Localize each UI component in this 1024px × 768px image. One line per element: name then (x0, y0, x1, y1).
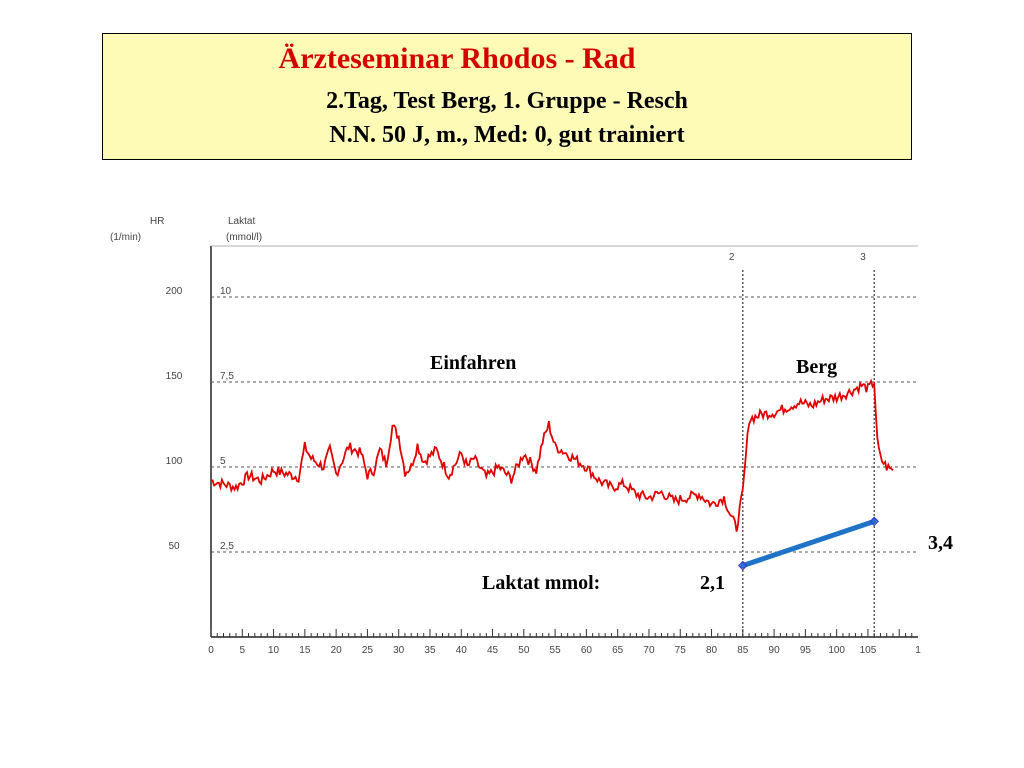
x-tick-label-extra: 1 (915, 645, 921, 656)
x-tick-label: 25 (362, 645, 374, 656)
hr-tick-label: 100 (166, 456, 183, 467)
annotation-einfahren: Einfahren (430, 352, 517, 374)
annotation-berg: Berg (796, 356, 838, 378)
lactate-tick-label: 7,5 (220, 371, 234, 382)
x-tick-label: 95 (800, 645, 812, 656)
x-tick-label: 50 (518, 645, 530, 656)
right-axis-unit: (mmol/l) (226, 232, 262, 243)
x-tick-label: 55 (550, 645, 562, 656)
marker-label-3: 3 (860, 252, 866, 263)
x-tick-label: 15 (299, 645, 311, 656)
x-tick-label: 10 (268, 645, 280, 656)
annotation-laktat-label: Laktat mmol: (482, 572, 601, 594)
page-title: Ärzteseminar Rhodos - Rad (278, 42, 636, 75)
hr-tick-label: 50 (168, 541, 180, 552)
x-tick-label: 40 (456, 645, 468, 656)
annotation-lactate-start: 2,1 (700, 572, 725, 594)
x-tick-label: 0 (208, 645, 214, 656)
hr-series-line (210, 378, 894, 532)
x-tick-label: 30 (393, 645, 405, 656)
x-tick-label: 80 (706, 645, 718, 656)
x-tick-label: 5 (240, 645, 246, 656)
left-axis-label: HR (150, 216, 164, 227)
marker-label-2: 2 (729, 252, 735, 263)
subtitle-line-1: 2.Tag, Test Berg, 1. Gruppe - Resch (326, 88, 688, 114)
lactate-point-0 (737, 560, 748, 571)
x-tick-label: 20 (331, 645, 343, 656)
title-box: Ärzteseminar Rhodos - Rad 2.Tag, Test Be… (102, 33, 912, 160)
x-tick-label: 70 (643, 645, 655, 656)
subtitle-line-2: N.N. 50 J, m., Med: 0, gut trainiert (329, 122, 685, 148)
lactate-tick-label: 5 (220, 456, 226, 467)
x-tick-label: 65 (612, 645, 624, 656)
x-tick-label: 45 (487, 645, 499, 656)
annotation-lactate-end: 3,4 (928, 532, 953, 554)
plot-area (210, 378, 894, 571)
lactate-tick-label: 10 (220, 286, 232, 297)
right-axis-label: Laktat (228, 216, 255, 227)
hr-tick-label: 150 (166, 371, 183, 382)
x-tick-label: 85 (737, 645, 749, 656)
x-tick-label: 35 (424, 645, 436, 656)
left-axis-unit: (1/min) (110, 232, 141, 243)
lactate-point-1 (869, 516, 880, 527)
x-tick-label: 100 (828, 645, 845, 656)
x-tick-label: 105 (860, 645, 877, 656)
lactate-series-line (740, 518, 877, 569)
x-tick-label: 60 (581, 645, 593, 656)
x-tick-label: 75 (675, 645, 687, 656)
x-tick-label: 90 (769, 645, 781, 656)
lactate-tick-label: 2,5 (220, 541, 234, 552)
hr-tick-label: 200 (166, 286, 183, 297)
